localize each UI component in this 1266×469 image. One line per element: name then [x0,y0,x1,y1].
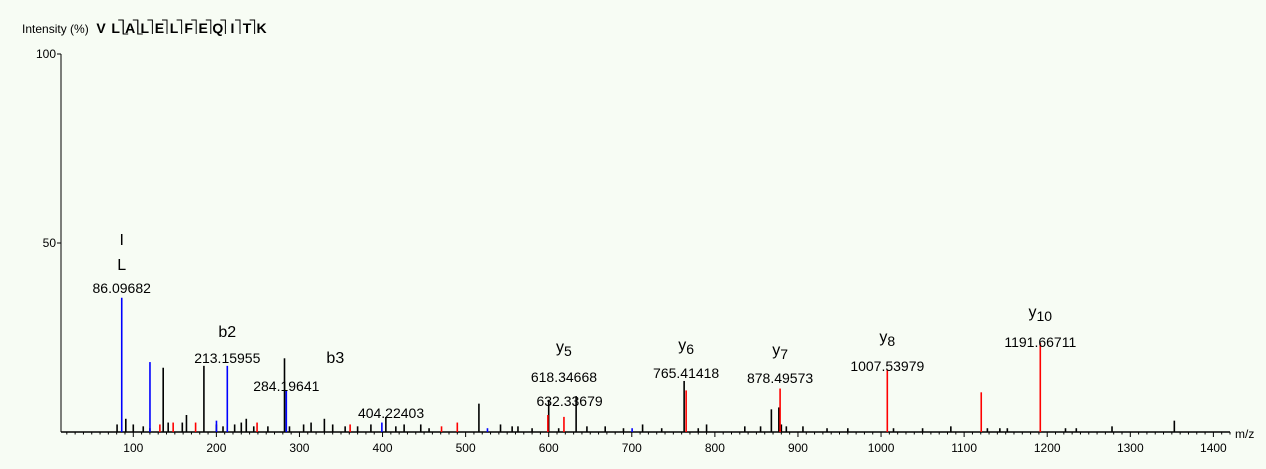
mz-annotation: 765.41418 [653,365,719,381]
peaks [116,297,1176,432]
sequence-residue: A [125,20,135,36]
x-tick-label: 500 [456,441,476,455]
mz-annotation: 284.19641 [253,378,319,394]
y-cleavage-mark [235,19,241,34]
sequence-residue: L [111,20,120,36]
ion-label: b2 [218,324,236,341]
mz-annotation: 878.49573 [747,370,813,386]
x-tick-label: 700 [622,441,642,455]
mz-annotation: 632.33679 [536,393,602,409]
sequence-residue: K [257,20,267,36]
header: Intensity (%) V L A L E L F E Q I T K [22,19,267,36]
x-tick-label: 600 [539,441,559,455]
mz-annotation: 213.15955 [194,350,260,366]
sequence-residue: E [155,20,164,36]
x-tick-label: 900 [788,441,808,455]
ion-label: y8 [879,329,895,349]
y-cleavage-mark [147,19,153,34]
x-tick-label: 1300 [1117,441,1144,455]
y-cleavage-mark [191,19,197,34]
ion-label: I [120,232,124,249]
x-tick-label: 300 [289,441,309,455]
sequence-residue: L [170,20,179,36]
sequence-residue: L [141,20,150,36]
x-axis-label: m/z [1235,427,1254,441]
x-tick-label: 400 [373,441,393,455]
x-tick-label: 100 [123,441,143,455]
y-cleavage-mark [162,19,168,34]
mz-annotation: 404.22403 [358,405,424,421]
x-tick-label: 800 [705,441,725,455]
y-axis-label: Intensity (%) [22,22,89,36]
y-tick-label: 100 [36,47,56,61]
sequence-residue: T [243,20,252,36]
ion-label: y5 [556,339,572,359]
b-cleavage-mark [137,20,143,35]
y-cleavage-mark [220,19,226,34]
ion-label: y10 [1029,304,1053,324]
sequence-residue: V [96,20,106,36]
ion-label: b3 [326,350,344,367]
ion-label: L [117,257,126,274]
y-cleavage-mark [205,19,212,34]
y-tick-label: 50 [43,236,57,250]
x-tick-label: 200 [206,441,226,455]
mz-annotation: 1007.53979 [850,358,924,374]
y-cleavage-mark [249,19,256,34]
x-tick-label: 1100 [951,441,977,455]
peak-labels: 86.09682 213.15955 284.19641 404.22403 618.3… [93,232,1077,421]
sequence-residue: E [199,20,208,36]
ion-label: y7 [772,342,788,362]
x-tick-label: 1400 [1200,441,1227,455]
sequence-residue: Q [212,20,223,36]
axes: 50 100 100 200 300 400 500 600 700 800 900 1000 1100… [36,47,1254,455]
b-cleavage-mark [122,20,129,35]
x-tick-label: 1200 [1034,441,1061,455]
mz-annotation: 1191.66711 [1004,334,1076,350]
x-tick-label: 1000 [868,441,895,455]
sequence-residue: F [184,20,193,36]
mz-annotation: 618.34668 [531,369,597,385]
y-cleavage-mark [176,19,183,34]
mz-annotation: 86.09682 [93,280,152,296]
sequence-residue: I [230,20,234,36]
ion-label: y6 [678,337,694,357]
